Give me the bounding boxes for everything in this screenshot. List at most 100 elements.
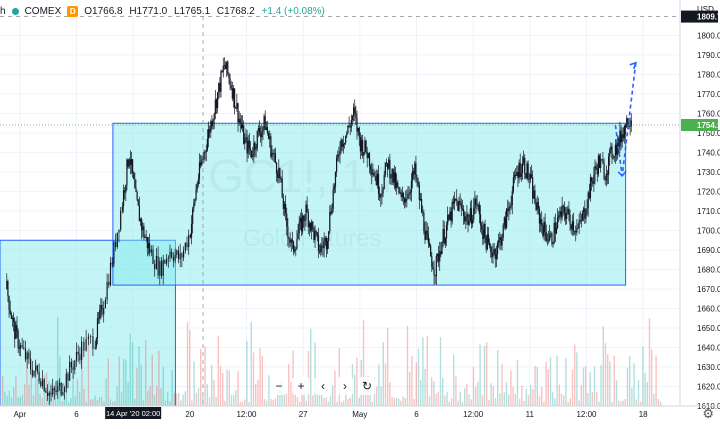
chart-settings-gear-icon[interactable]: ⚙ (702, 406, 714, 422)
candle-body (378, 174, 379, 194)
candle-body (565, 213, 566, 219)
candle-body (39, 372, 40, 382)
volume-bar (92, 399, 93, 406)
high-value: H1771.0 (129, 6, 167, 17)
candle-body (222, 71, 223, 72)
candle-body (283, 198, 284, 209)
candle-body (171, 252, 172, 257)
volume-bar (138, 346, 139, 406)
candle-body (149, 243, 150, 253)
candle-body (54, 388, 55, 390)
candle-body (524, 158, 525, 174)
volume-bar (2, 376, 3, 406)
volume-bar (248, 402, 249, 406)
candle-body (307, 205, 308, 212)
candle-body (228, 74, 229, 78)
volume-bar (603, 326, 604, 406)
volume-bar (418, 349, 419, 406)
candle-body (130, 159, 131, 165)
candle-body (311, 222, 312, 231)
volume-bar (259, 348, 260, 406)
zoom-out-button[interactable]: − (270, 377, 288, 395)
candle-body (531, 174, 532, 177)
reset-chart-button[interactable]: ↻ (358, 377, 376, 395)
volume-bar (299, 402, 300, 406)
volume-bar (235, 390, 236, 406)
volume-bar (526, 389, 527, 406)
candle-body (326, 238, 327, 249)
candle-body (505, 217, 506, 227)
candle-body (159, 261, 160, 275)
volume-bar (42, 398, 43, 406)
candle-body (373, 173, 374, 176)
candle-body (463, 209, 464, 216)
candle-body (158, 256, 159, 276)
candle-body (317, 232, 318, 235)
candle-body (458, 201, 459, 210)
candle-body (273, 153, 274, 154)
volume-bar (614, 356, 615, 406)
candle-body (351, 120, 352, 127)
volume-bar (506, 382, 507, 406)
volume-bar (90, 400, 91, 406)
candle-body (525, 174, 526, 179)
volume-bar (215, 397, 216, 406)
candle-body (211, 121, 212, 126)
candle-body (511, 205, 512, 208)
candle-body (422, 212, 423, 213)
volume-bar (486, 342, 487, 406)
candle-body (406, 199, 407, 200)
volume-bar (427, 336, 428, 406)
candle-body (367, 152, 368, 158)
candle-body (490, 246, 491, 252)
scroll-back-button[interactable]: ‹ (314, 377, 332, 395)
volume-bar (400, 401, 401, 406)
candle-body (164, 260, 165, 264)
volume-bar (380, 386, 381, 406)
candle-body (343, 144, 344, 147)
volume-bar (160, 388, 161, 406)
candle-body (169, 252, 170, 258)
candle-body (47, 393, 48, 396)
volume-bar (508, 395, 509, 406)
volume-bar (336, 402, 337, 406)
price-tick-label: 1630.0 (697, 363, 720, 372)
candle-body (185, 243, 186, 250)
scroll-forward-button[interactable]: › (336, 377, 354, 395)
volume-bar (625, 399, 626, 406)
candle-body (512, 191, 513, 205)
candle-body (79, 354, 80, 360)
candle-body (447, 215, 448, 225)
candle-body (318, 235, 319, 251)
candle-body (564, 207, 565, 213)
volume-bar (429, 396, 430, 406)
candle-body (479, 205, 480, 214)
volume-bar (611, 402, 612, 406)
volume-bar (482, 395, 483, 406)
symbol-fragment: h (0, 6, 6, 17)
candle-body (241, 123, 242, 128)
candle-body (163, 260, 164, 276)
candle-body (562, 206, 563, 218)
volume-bar (402, 397, 403, 406)
volume-bar (405, 398, 406, 406)
candle-body (575, 231, 576, 233)
zoom-in-button[interactable]: + (292, 377, 310, 395)
candle-body (310, 223, 311, 230)
volume-bar (79, 392, 80, 406)
candle-body (508, 207, 509, 211)
volume-bar (132, 342, 133, 406)
candle-body (299, 222, 300, 233)
candle-body (602, 160, 603, 163)
candle-body (455, 199, 456, 200)
candle-body (173, 257, 174, 261)
candle-body (271, 153, 272, 157)
candle-body (126, 160, 127, 185)
candle-body (100, 305, 101, 310)
volume-bar (108, 358, 109, 406)
volume-bar (471, 399, 472, 406)
candle-body (6, 281, 7, 289)
candle-body (603, 163, 604, 179)
